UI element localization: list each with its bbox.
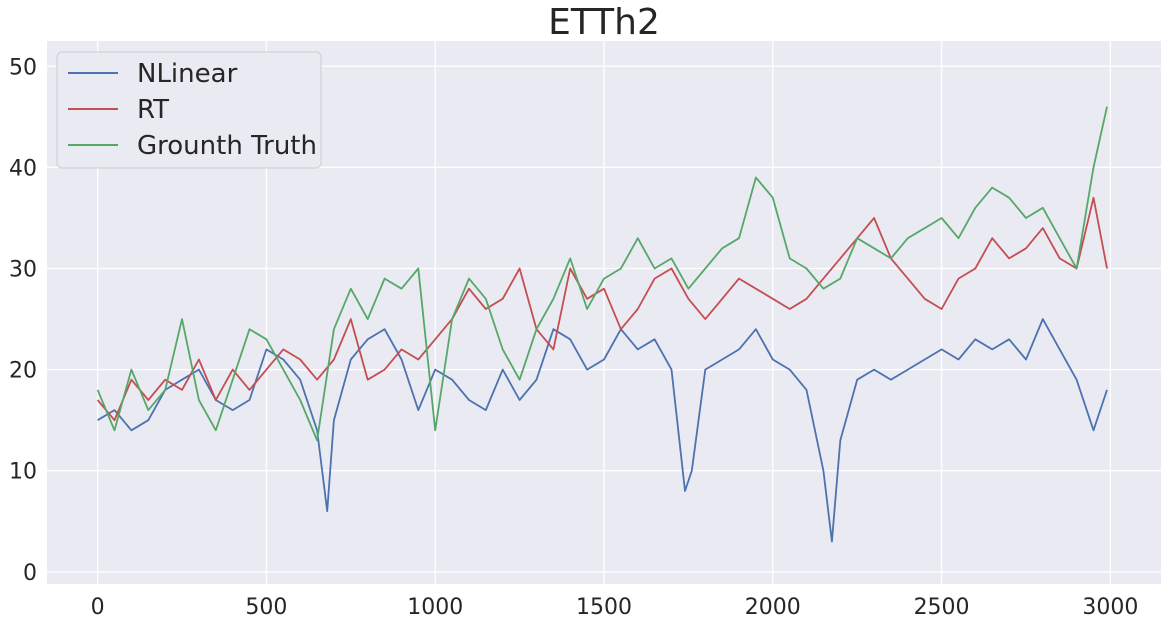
chart-title: ETTh2	[548, 2, 660, 43]
legend-box	[56, 51, 322, 169]
legend-label-1: RT	[137, 95, 169, 125]
x-tick-label: 1000	[407, 595, 463, 620]
x-tick-label: 2000	[745, 595, 801, 620]
x-tick-label: 2500	[914, 595, 970, 620]
y-tick-label: 40	[9, 156, 37, 181]
y-tick-label: 20	[9, 359, 37, 384]
x-axis-ticks: 0 500 1000 1500 2000 2500 3000	[91, 595, 1139, 620]
y-tick-label: 0	[23, 561, 37, 586]
x-tick-label: 0	[91, 595, 105, 620]
x-tick-label: 500	[245, 595, 287, 620]
series-line-1	[96, 196, 1108, 422]
y-tick-label: 50	[9, 55, 37, 80]
y-axis-ticks: 0 10 20 30 40 50	[9, 55, 37, 586]
y-tick-label: 10	[9, 460, 37, 485]
legend: NLinear RT Grounth Truth	[56, 51, 322, 169]
x-tick-label: 3000	[1082, 595, 1138, 620]
y-tick-label: 30	[9, 258, 37, 283]
series-line-2	[96, 106, 1108, 442]
legend-label-0: NLinear	[137, 59, 238, 89]
x-tick-label: 1500	[576, 595, 632, 620]
legend-label-2: Grounth Truth	[137, 131, 317, 161]
series-layer	[96, 106, 1108, 543]
